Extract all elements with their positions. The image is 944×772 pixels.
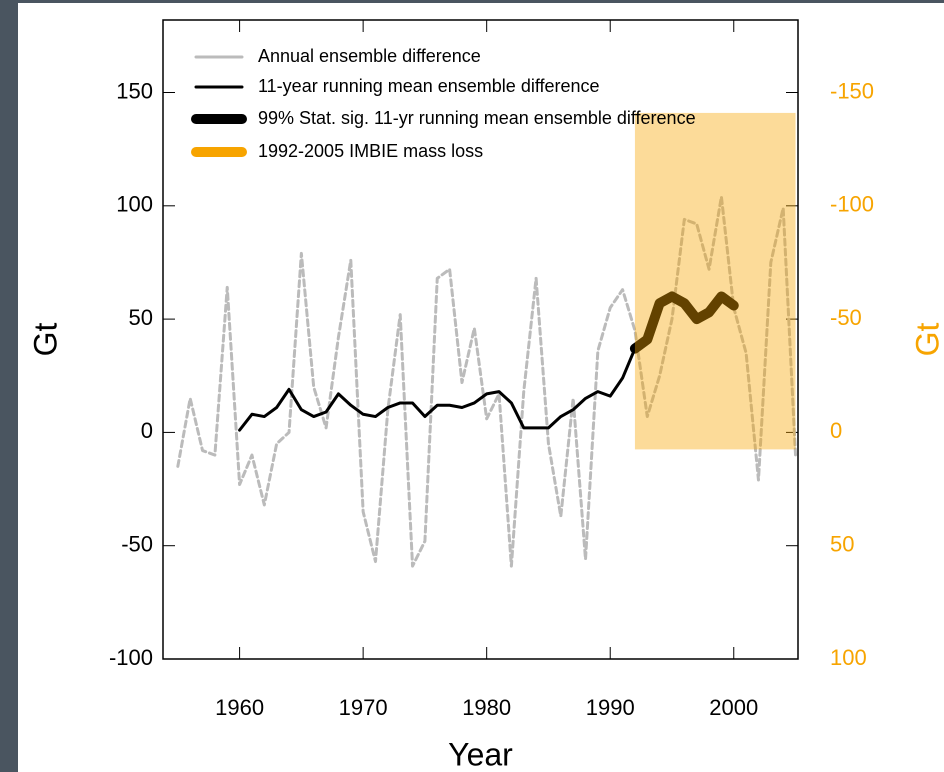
y-tick-label: 50 bbox=[129, 305, 153, 330]
y2-tick-label: -150 bbox=[830, 78, 874, 103]
x-tick-label: 1990 bbox=[586, 695, 635, 720]
x-axis-label: Year bbox=[448, 736, 513, 772]
y2-tick-label: -100 bbox=[830, 192, 874, 217]
x-tick-label: 1960 bbox=[215, 695, 264, 720]
y-tick-label: -50 bbox=[121, 532, 153, 557]
series-line bbox=[629, 291, 739, 354]
y2-tick-label: -50 bbox=[830, 305, 862, 330]
panel bbox=[18, 3, 944, 772]
y-axis-label: Gt bbox=[27, 323, 63, 357]
x-tick-label: 2000 bbox=[709, 695, 758, 720]
y-tick-label: 0 bbox=[141, 418, 153, 443]
legend-label: Annual ensemble difference bbox=[258, 46, 481, 66]
imbie-shade bbox=[634, 112, 796, 450]
x-tick-label: 1970 bbox=[339, 695, 388, 720]
y2-tick-label: 0 bbox=[830, 418, 842, 443]
legend-label: 1992-2005 IMBIE mass loss bbox=[258, 141, 483, 161]
y2-tick-label: 100 bbox=[830, 645, 867, 670]
x-tick-label: 1980 bbox=[462, 695, 511, 720]
y-tick-label: -100 bbox=[109, 645, 153, 670]
plot-frame bbox=[162, 19, 799, 660]
y-tick-label: 100 bbox=[116, 192, 153, 217]
series-line bbox=[176, 195, 798, 568]
legend-label: 11-year running mean ensemble difference bbox=[258, 76, 600, 96]
y2-tick-label: 50 bbox=[830, 532, 854, 557]
y2-axis-label: Gt bbox=[909, 323, 944, 357]
legend-label: 99% Stat. sig. 11-yr running mean ensemb… bbox=[258, 108, 696, 128]
y-tick-label: 150 bbox=[116, 78, 153, 103]
